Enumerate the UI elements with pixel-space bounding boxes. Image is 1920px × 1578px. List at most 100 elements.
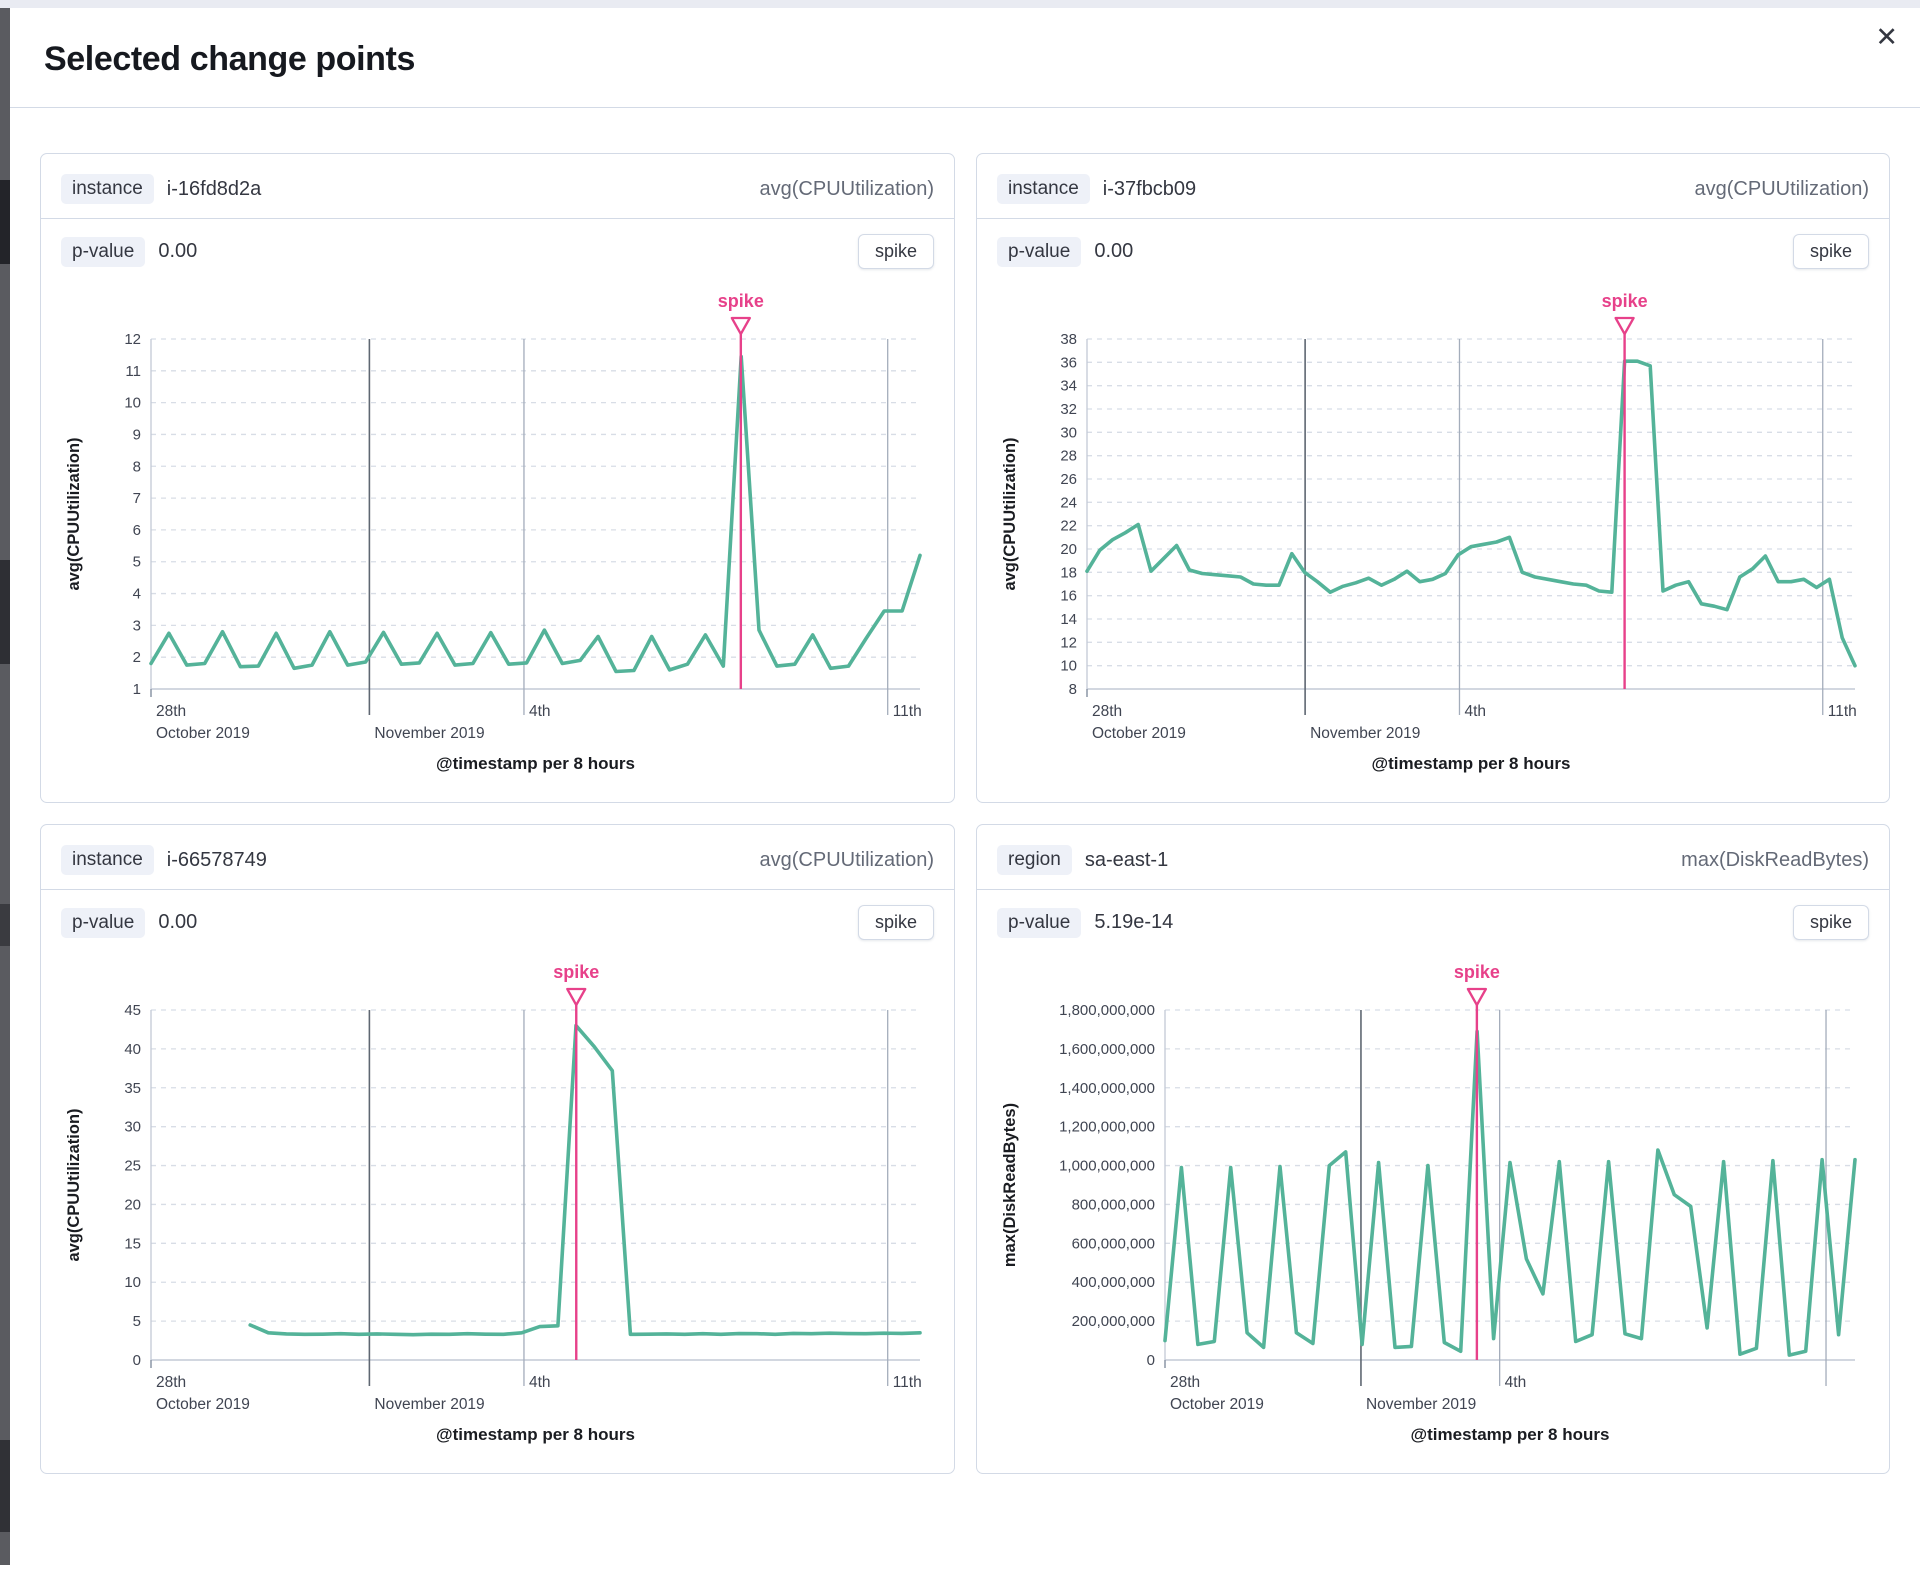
svg-text:5: 5 [133, 554, 141, 571]
page-background-strip [0, 0, 1920, 8]
svg-text:1,000,000,000: 1,000,000,000 [1059, 1158, 1155, 1175]
svg-text:24: 24 [1060, 494, 1077, 511]
change-point-chart[interactable]: 8 10 12 14 16 18 20 22 24 26 28 30 32 34 36 38 28th Octob… [995, 281, 1871, 786]
svg-text:16: 16 [1060, 588, 1077, 605]
svg-text:32: 32 [1060, 401, 1077, 418]
svg-text:18: 18 [1060, 564, 1077, 581]
svg-text:11th: 11th [893, 1374, 922, 1391]
panel-stats-row: p-value 0.00 spike [59, 905, 936, 940]
background-artifact [0, 180, 10, 264]
p-value-number: 0.00 [1094, 240, 1134, 262]
svg-text:8: 8 [133, 458, 141, 475]
svg-text:6: 6 [133, 522, 141, 539]
svg-text:34: 34 [1060, 378, 1077, 395]
metric-function-label: avg(CPUUtilization) [759, 848, 935, 871]
svg-text:October 2019: October 2019 [156, 1396, 250, 1413]
svg-text:28th: 28th [156, 703, 186, 720]
panel-divider [977, 218, 1889, 219]
svg-text:1,400,000,000: 1,400,000,000 [1059, 1080, 1155, 1097]
change-points-modal: Selected change points ✕ instance i-16fd… [10, 8, 1920, 1578]
svg-text:4th: 4th [529, 703, 551, 720]
svg-text:800,000,000: 800,000,000 [1072, 1196, 1155, 1213]
svg-text:@timestamp per 8 hours: @timestamp per 8 hours [1372, 754, 1571, 773]
split-field-badge: instance [61, 174, 154, 204]
svg-text:October 2019: October 2019 [156, 725, 250, 742]
p-value-badge: p-value [61, 907, 146, 938]
panel-divider [41, 889, 954, 890]
panel-header-row: instance i-66578749 avg(CPUUtilization) [59, 839, 936, 889]
svg-text:4: 4 [133, 586, 141, 603]
svg-text:October 2019: October 2019 [1170, 1396, 1264, 1413]
change-type-button[interactable]: spike [1792, 234, 1869, 269]
svg-text:spike: spike [718, 291, 764, 311]
p-value-number: 5.19e-14 [1094, 911, 1174, 933]
svg-text:0: 0 [133, 1352, 141, 1369]
svg-text:5: 5 [133, 1313, 141, 1330]
background-artifact [0, 904, 10, 946]
metric-function-label: avg(CPUUtilization) [759, 177, 935, 200]
svg-text:22: 22 [1060, 518, 1077, 535]
svg-text:200,000,000: 200,000,000 [1072, 1313, 1155, 1330]
change-point-panel: instance i-37fbcb09 avg(CPUUtilization) … [976, 153, 1890, 803]
svg-text:spike: spike [553, 962, 599, 982]
change-point-grid: instance i-16fd8d2a avg(CPUUtilization) … [10, 108, 1920, 1514]
svg-text:10: 10 [124, 1274, 141, 1291]
svg-text:28: 28 [1060, 448, 1077, 465]
svg-text:40: 40 [124, 1041, 141, 1058]
background-artifact [0, 1440, 10, 1532]
svg-text:400,000,000: 400,000,000 [1072, 1274, 1155, 1291]
svg-text:9: 9 [133, 426, 141, 443]
modal-title: Selected change points [44, 40, 415, 78]
svg-text:11th: 11th [1828, 703, 1857, 720]
metric-function-label: max(DiskReadBytes) [1681, 848, 1869, 871]
background-page-sliver [0, 8, 10, 1565]
svg-text:1,600,000,000: 1,600,000,000 [1059, 1041, 1155, 1058]
change-type-button[interactable]: spike [857, 234, 934, 269]
change-point-chart[interactable]: 1 2 3 4 5 6 7 8 9 10 11 12 28th October 2019 November … [59, 281, 936, 786]
svg-text:3: 3 [133, 617, 141, 634]
panel-stats-row: p-value 5.19e-14 spike [995, 905, 1871, 940]
panel-stats-row: p-value 0.00 spike [59, 234, 936, 269]
panel-divider [977, 889, 1889, 890]
change-point-panel: instance i-16fd8d2a avg(CPUUtilization) … [40, 153, 955, 803]
svg-text:25: 25 [124, 1158, 141, 1175]
svg-text:11th: 11th [893, 703, 922, 720]
svg-text:12: 12 [124, 331, 141, 348]
svg-text:1,800,000,000: 1,800,000,000 [1059, 1002, 1155, 1019]
svg-text:45: 45 [124, 1002, 141, 1019]
svg-text:35: 35 [124, 1080, 141, 1097]
svg-text:1,200,000,000: 1,200,000,000 [1059, 1119, 1155, 1136]
svg-text:8: 8 [1069, 681, 1077, 698]
svg-text:28th: 28th [1092, 703, 1122, 720]
svg-text:November 2019: November 2019 [374, 1396, 484, 1413]
p-value-number: 0.00 [158, 911, 198, 933]
svg-text:20: 20 [1060, 541, 1077, 558]
change-point-chart[interactable]: 0 5 10 15 20 25 30 35 40 45 28th October 2019 Novemb… [59, 952, 936, 1457]
svg-text:avg(CPUUtilization): avg(CPUUtilization) [1001, 437, 1019, 590]
svg-text:600,000,000: 600,000,000 [1072, 1235, 1155, 1252]
svg-text:20: 20 [124, 1196, 141, 1213]
panel-header-row: instance i-37fbcb09 avg(CPUUtilization) [995, 168, 1871, 218]
panel-stats-row: p-value 0.00 spike [995, 234, 1871, 269]
p-value-badge: p-value [997, 236, 1082, 267]
panel-header-row: region sa-east-1 max(DiskReadBytes) [995, 839, 1871, 889]
header-divider [10, 107, 1920, 108]
svg-text:November 2019: November 2019 [1310, 725, 1420, 742]
change-type-button[interactable]: spike [857, 905, 934, 940]
svg-text:26: 26 [1060, 471, 1077, 488]
svg-text:2: 2 [133, 649, 141, 666]
svg-text:36: 36 [1060, 354, 1077, 371]
svg-text:October 2019: October 2019 [1092, 725, 1186, 742]
svg-text:28th: 28th [1170, 1374, 1200, 1391]
svg-text:max(DiskReadBytes): max(DiskReadBytes) [1001, 1103, 1019, 1267]
change-type-button[interactable]: spike [1792, 905, 1869, 940]
svg-text:10: 10 [124, 395, 141, 412]
close-icon[interactable]: ✕ [1875, 22, 1898, 52]
svg-text:spike: spike [1602, 291, 1648, 311]
svg-text:avg(CPUUtilization): avg(CPUUtilization) [65, 1108, 83, 1261]
svg-text:15: 15 [124, 1235, 141, 1252]
split-field-value: sa-east-1 [1084, 848, 1169, 871]
svg-text:@timestamp per 8 hours: @timestamp per 8 hours [1411, 1425, 1610, 1444]
change-point-chart[interactable]: 0 200,000,000 400,000,000 600,000,000 800,00… [995, 952, 1871, 1457]
panel-header-row: instance i-16fd8d2a avg(CPUUtilization) [59, 168, 936, 218]
